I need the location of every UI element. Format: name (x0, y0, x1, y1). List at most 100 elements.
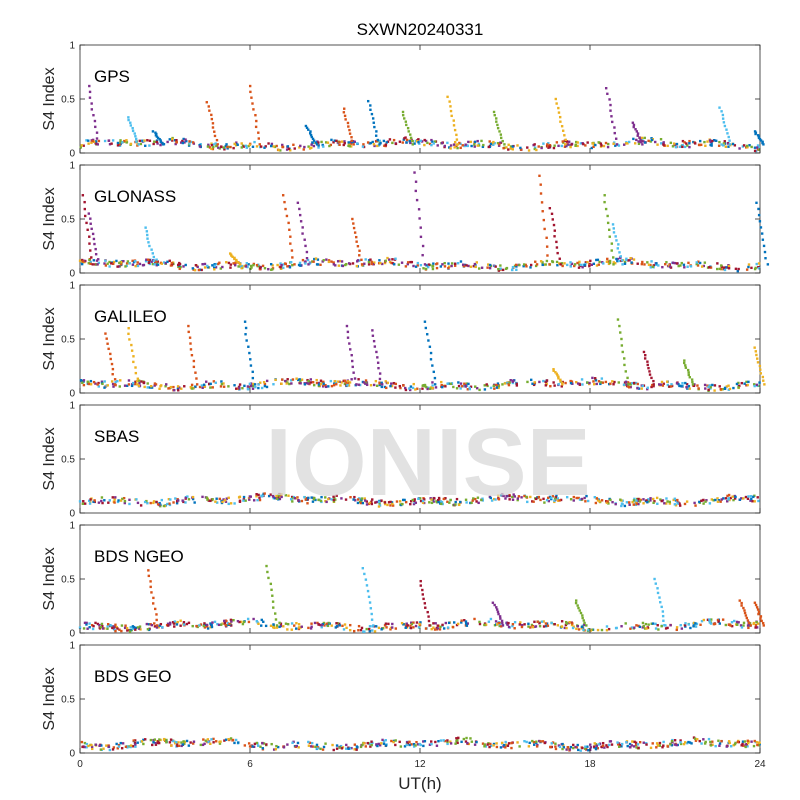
data-point (477, 144, 481, 147)
data-point (274, 748, 278, 751)
data-point (755, 741, 759, 744)
data-point (369, 258, 372, 261)
data-point (488, 745, 491, 749)
data-point (651, 383, 654, 387)
spike-point (373, 345, 377, 348)
data-point (477, 501, 480, 505)
data-point (713, 389, 716, 392)
data-point (523, 740, 526, 743)
data-point (737, 381, 740, 385)
data-point (738, 147, 741, 150)
data-point (245, 146, 248, 149)
data-point (492, 143, 495, 146)
data-point (264, 624, 268, 628)
spike-point (687, 371, 690, 374)
data-point (110, 380, 114, 383)
spike-point (407, 130, 410, 133)
data-point (568, 748, 572, 751)
data-point (635, 499, 638, 502)
data-point (437, 500, 440, 504)
spike-point (364, 578, 368, 581)
data-point (501, 268, 505, 272)
data-point (206, 627, 210, 630)
data-point (555, 141, 559, 144)
data-point (623, 262, 627, 265)
data-point (288, 382, 291, 386)
data-point (493, 142, 496, 145)
data-point (398, 500, 402, 503)
data-point (678, 504, 682, 507)
spike-point (403, 117, 406, 120)
data-point (448, 146, 451, 149)
data-point (195, 624, 198, 628)
data-point (662, 744, 665, 747)
data-point (455, 737, 458, 740)
data-point (83, 741, 87, 745)
data-point (578, 263, 581, 266)
data-point (423, 498, 426, 501)
data-point (544, 384, 548, 387)
data-point (684, 622, 687, 625)
data-point (326, 141, 330, 144)
data-point (210, 144, 214, 147)
data-point (624, 142, 628, 145)
spike-point (150, 591, 153, 594)
series-points (80, 736, 761, 752)
data-point (202, 383, 206, 386)
data-point (632, 137, 635, 141)
data-point (458, 503, 461, 507)
data-point (463, 263, 467, 267)
y-tick-label: 1 (69, 401, 75, 412)
spike-point (759, 368, 762, 371)
data-point (82, 144, 85, 147)
data-point (298, 146, 301, 149)
data-point (366, 741, 369, 745)
spike-point (553, 235, 556, 238)
data-point (566, 263, 569, 267)
spike-point (249, 90, 252, 94)
data-point (92, 140, 96, 143)
data-point (417, 626, 421, 629)
data-point (708, 618, 711, 621)
spike-point (503, 143, 506, 146)
data-point (170, 261, 173, 265)
data-point (678, 384, 682, 388)
data-point (286, 265, 289, 268)
data-point (156, 741, 160, 745)
data-point (458, 141, 461, 145)
data-point (170, 264, 174, 267)
data-point (660, 624, 663, 628)
data-point (589, 629, 592, 632)
y-tick-label: 1 (69, 281, 75, 292)
data-point (209, 499, 212, 503)
data-point (634, 741, 638, 744)
spike-point (355, 383, 358, 386)
data-point (723, 266, 726, 269)
data-point (733, 743, 737, 746)
data-point (600, 144, 603, 147)
spike-point (111, 373, 114, 376)
data-point (561, 742, 564, 746)
data-point (229, 145, 232, 149)
data-point (749, 495, 753, 498)
data-point (644, 141, 647, 144)
data-point (529, 378, 533, 382)
y-tick-label: 0.5 (61, 95, 75, 106)
data-point (575, 140, 578, 144)
data-point (238, 383, 242, 386)
data-point (717, 620, 720, 623)
data-point (319, 747, 322, 751)
data-point (252, 617, 255, 621)
data-point (504, 497, 507, 500)
data-point (740, 381, 743, 385)
data-point (251, 145, 255, 148)
spike-point (285, 214, 289, 218)
data-point (424, 139, 428, 143)
data-point (215, 501, 219, 504)
spike-point (233, 256, 236, 260)
data-point (617, 381, 620, 384)
data-point (386, 256, 389, 260)
data-point (589, 746, 593, 749)
data-point (489, 142, 493, 146)
data-point (247, 263, 250, 266)
